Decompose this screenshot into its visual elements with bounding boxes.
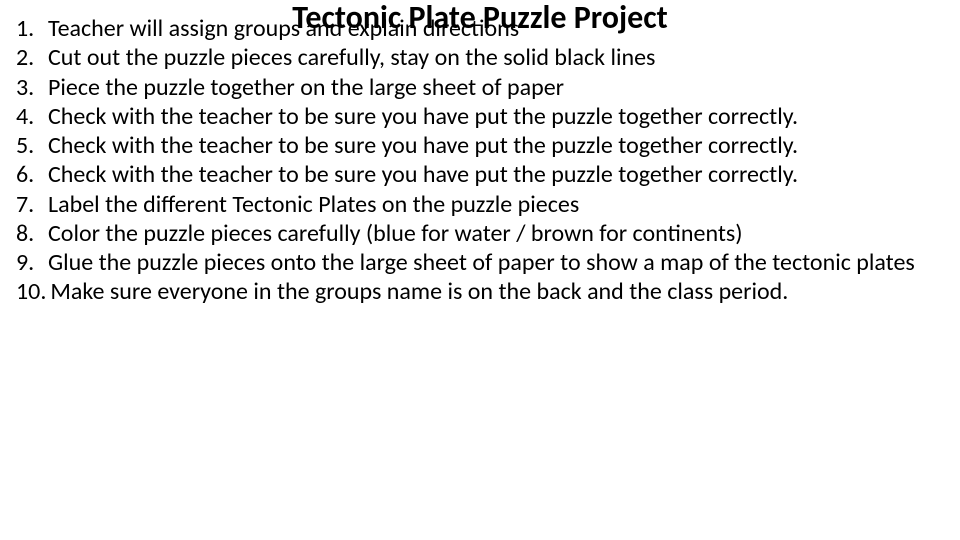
item-text: Color the puzzle pieces carefully (blue …	[48, 219, 946, 248]
list-item: 3. Piece the puzzle together on the larg…	[16, 73, 946, 102]
item-text: Check with the teacher to be sure you ha…	[48, 160, 946, 189]
instruction-list: 1. Teacher will assign groups and explai…	[16, 14, 946, 307]
list-item: 4. Check with the teacher to be sure you…	[16, 102, 946, 131]
item-text: Piece the puzzle together on the large s…	[48, 73, 946, 102]
item-number: 5.	[16, 131, 44, 160]
list-item: 6. Check with the teacher to be sure you…	[16, 160, 946, 189]
item-number: 6.	[16, 160, 44, 189]
item-number: 2.	[16, 43, 44, 72]
item-number: 10.	[16, 277, 46, 306]
list-item: 9. Glue the puzzle pieces onto the large…	[16, 248, 946, 277]
list-item: 1. Teacher will assign groups and explai…	[16, 14, 946, 43]
item-text: Check with the teacher to be sure you ha…	[48, 131, 946, 160]
item-number: 3.	[16, 73, 44, 102]
item-text: Check with the teacher to be sure you ha…	[48, 102, 946, 131]
item-number: 4.	[16, 102, 44, 131]
list-item: 10. Make sure everyone in the groups nam…	[16, 277, 946, 306]
list-item: 7. Label the different Tectonic Plates o…	[16, 190, 946, 219]
item-number: 8.	[16, 219, 44, 248]
item-number: 1.	[16, 14, 44, 43]
item-text: Cut out the puzzle pieces carefully, sta…	[48, 43, 946, 72]
item-number: 7.	[16, 190, 44, 219]
item-text: Make sure everyone in the groups name is…	[50, 277, 946, 306]
list-item: 2. Cut out the puzzle pieces carefully, …	[16, 43, 946, 72]
list-item: 8. Color the puzzle pieces carefully (bl…	[16, 219, 946, 248]
item-number: 9.	[16, 248, 44, 277]
item-text: Glue the puzzle pieces onto the large sh…	[48, 248, 946, 277]
list-item: 5. Check with the teacher to be sure you…	[16, 131, 946, 160]
item-text: Teacher will assign groups and explain d…	[48, 14, 946, 43]
item-text: Label the different Tectonic Plates on t…	[48, 190, 946, 219]
